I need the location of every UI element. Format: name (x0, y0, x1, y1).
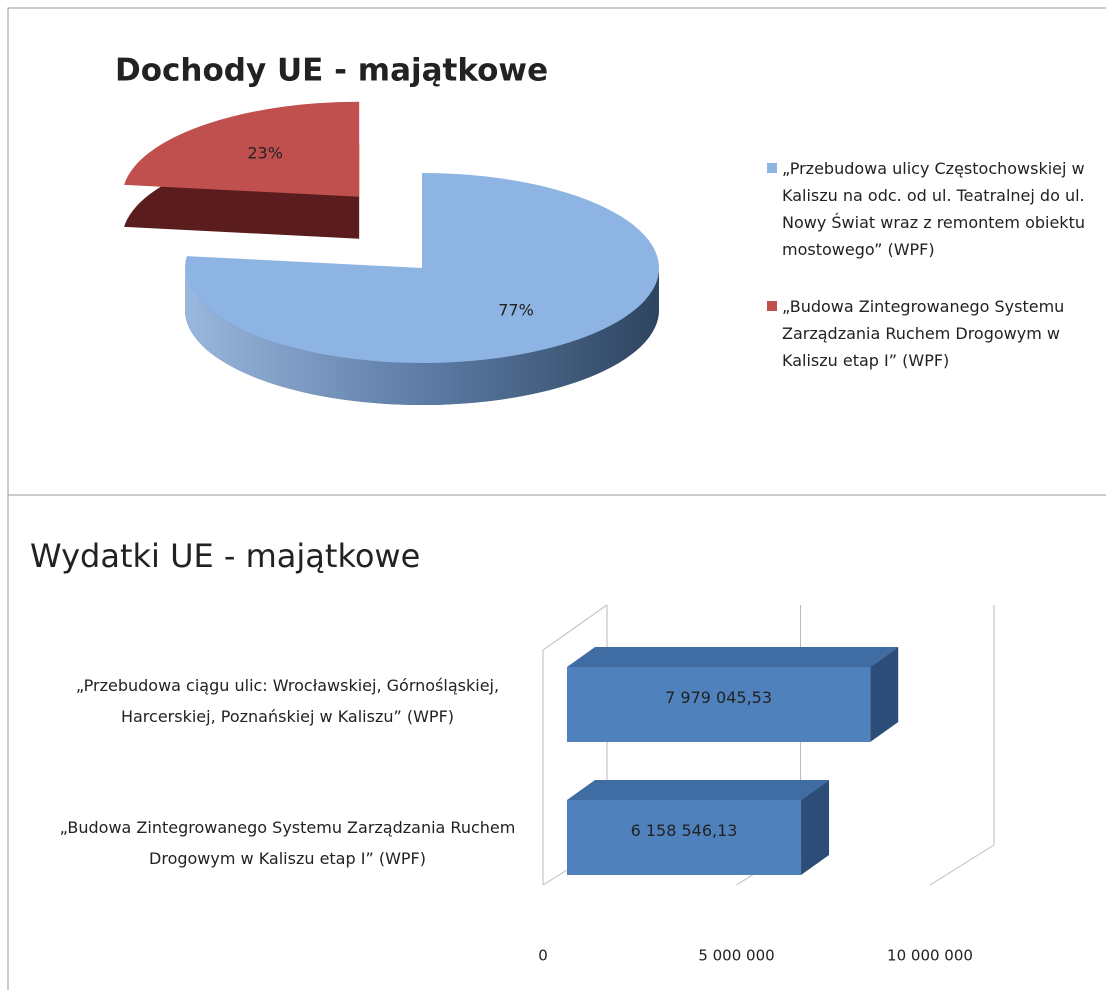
grid-line (929, 844, 995, 886)
bar-side (801, 780, 830, 875)
bar-top (567, 647, 899, 667)
x-tick-label: 5 000 000 (698, 947, 774, 965)
x-tick-label: 0 (538, 947, 548, 965)
chart-title: Dochody UE - majątkowe (115, 53, 548, 89)
data-label: 23% (247, 143, 283, 162)
chart-title: Wydatki UE - majątkowe (30, 537, 420, 575)
pie-slice (184, 173, 659, 363)
pie-slice (124, 101, 360, 197)
bar-top (567, 780, 830, 800)
legend-label: „Przebudowa ulicy Częstochowskiej w Kali… (782, 159, 1085, 259)
bar (567, 667, 871, 742)
legend-swatch (767, 301, 777, 311)
data-label: 77% (498, 300, 534, 319)
data-label: 7 979 045,53 (665, 688, 772, 707)
x-tick-label: 10 000 000 (887, 947, 973, 965)
wall-edge (542, 604, 608, 651)
y-tick-label: „Przebudowa ciągu ulic: Wrocławskiej, Gó… (75, 676, 500, 726)
legend-swatch (767, 163, 777, 173)
bar-side (870, 647, 899, 742)
y-tick-label: „Budowa Zintegrowanego Systemu Zarządzan… (59, 818, 516, 868)
data-label: 6 158 546,13 (631, 821, 738, 840)
pie-slice-side (185, 268, 659, 405)
panel-border (7, 494, 1106, 990)
legend-label: „Budowa Zintegrowanego Systemu Zarządzan… (782, 297, 1065, 370)
bar (567, 800, 802, 875)
